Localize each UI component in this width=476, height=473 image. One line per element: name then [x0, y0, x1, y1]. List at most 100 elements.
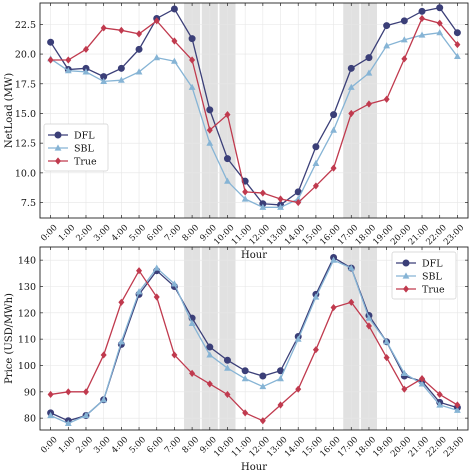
data-point-true — [189, 56, 196, 64]
data-point-dfl — [170, 5, 178, 13]
data-point-sbl — [383, 42, 391, 49]
data-point-sbl — [224, 177, 231, 184]
data-point-true — [189, 369, 196, 377]
data-point-dfl — [223, 155, 231, 163]
data-point-dfl — [206, 343, 214, 351]
data-point-dfl — [47, 38, 55, 46]
data-point-sbl — [100, 77, 108, 84]
data-point-sbl — [400, 36, 408, 43]
x-tick-label: 5:00 — [128, 435, 149, 456]
series-line-true — [50, 269, 458, 422]
data-point-dfl — [223, 356, 231, 364]
legend: DFL SBL True — [391, 251, 457, 300]
data-point-true — [65, 56, 72, 64]
data-point-true — [171, 37, 178, 45]
y-tick-label: 100 — [18, 361, 36, 372]
data-point-true — [136, 267, 143, 275]
data-point-dfl — [135, 45, 143, 53]
data-point-dfl — [241, 367, 249, 375]
data-point-dfl — [117, 64, 125, 72]
data-point-sbl — [259, 382, 267, 390]
data-point-sbl — [347, 83, 355, 90]
data-point-sbl — [436, 401, 444, 408]
x-tick-label: 7:00 — [163, 435, 184, 456]
legend-marker-dfl — [402, 259, 410, 267]
data-point-true — [454, 40, 461, 49]
legend-marker-dfl — [54, 131, 62, 139]
data-point-sbl — [312, 293, 320, 300]
y-tick-label: 80 — [24, 414, 36, 425]
data-point-sbl — [294, 195, 302, 202]
data-point-true — [224, 111, 231, 119]
x-tick-label: 2:00 — [74, 435, 95, 456]
data-point-true — [295, 385, 302, 393]
x-axis-label: Hour — [241, 462, 267, 473]
data-point-true — [242, 188, 249, 196]
data-point-dfl — [330, 111, 338, 119]
data-point-true — [47, 56, 54, 64]
x-tick-label: 23:00 — [442, 435, 466, 459]
data-point-true — [277, 195, 284, 203]
x-tick-label: 1:00 — [57, 435, 78, 456]
x-tick-label: 4:00 — [110, 223, 131, 244]
data-point-sbl — [117, 76, 125, 83]
data-point-true — [242, 409, 249, 417]
y-tick-label: 17.5 — [15, 79, 36, 90]
data-point-sbl — [224, 364, 231, 371]
data-point-sbl — [277, 203, 284, 210]
data-point-true — [383, 95, 390, 103]
data-point-true — [171, 351, 178, 359]
data-point-dfl — [259, 372, 267, 380]
y-tick-label: 12.5 — [15, 139, 36, 150]
x-tick-label: 3:00 — [92, 435, 113, 456]
data-point-dfl — [347, 64, 355, 72]
data-point-sbl — [259, 203, 267, 210]
y-tick-label: 140 — [18, 256, 36, 267]
data-point-sbl — [188, 83, 196, 90]
data-point-sbl — [47, 411, 55, 419]
data-point-true — [436, 19, 443, 27]
y-tick-label: 120 — [18, 308, 36, 319]
data-point-sbl — [241, 195, 249, 202]
data-point-true — [419, 14, 426, 23]
x-tick-label: 0:00 — [39, 223, 60, 244]
data-point-dfl — [400, 17, 408, 25]
legend-marker-true — [403, 285, 409, 293]
series-line-dfl — [50, 7, 458, 206]
legend-marker-sbl — [54, 144, 62, 151]
y-axis-label: NetLoad (MW) — [4, 73, 15, 148]
data-point-sbl — [82, 68, 90, 75]
data-point-true — [348, 109, 355, 118]
series-line-sbl — [50, 259, 458, 425]
data-point-sbl — [330, 256, 337, 263]
x-tick-label: 5:00 — [128, 223, 149, 244]
data-point-sbl — [383, 338, 391, 345]
x-tick-label: 2:00 — [74, 223, 95, 244]
data-point-true — [383, 353, 390, 362]
data-point-true — [295, 198, 302, 207]
y-tick-label: 15.0 — [15, 109, 36, 120]
data-point-sbl — [100, 396, 108, 403]
data-point-true — [401, 55, 408, 63]
y-axis-label: Price (USD/MWh) — [4, 293, 15, 384]
x-axis-label: Hour — [241, 250, 267, 261]
data-point-true — [118, 298, 125, 306]
x-tick-label: 1:00 — [57, 223, 78, 244]
data-point-true — [259, 417, 266, 425]
data-point-dfl — [312, 143, 320, 151]
y-tick-label: 10.0 — [15, 168, 36, 179]
legend-label-sbl: SBL — [74, 144, 94, 155]
x-tick-label: 6:00 — [145, 223, 166, 244]
data-point-sbl — [117, 338, 125, 345]
data-point-true — [401, 385, 408, 393]
data-point-true — [312, 346, 319, 354]
data-point-sbl — [135, 288, 143, 295]
data-point-sbl — [453, 406, 461, 413]
netload-panel: 0:001:002:003:004:005:006:007:008:009:00… — [4, 2, 469, 261]
data-point-sbl — [277, 375, 284, 382]
data-point-true — [330, 303, 337, 312]
legend-label-true: True — [74, 157, 97, 168]
data-point-sbl — [365, 314, 373, 321]
data-point-sbl — [418, 380, 426, 387]
